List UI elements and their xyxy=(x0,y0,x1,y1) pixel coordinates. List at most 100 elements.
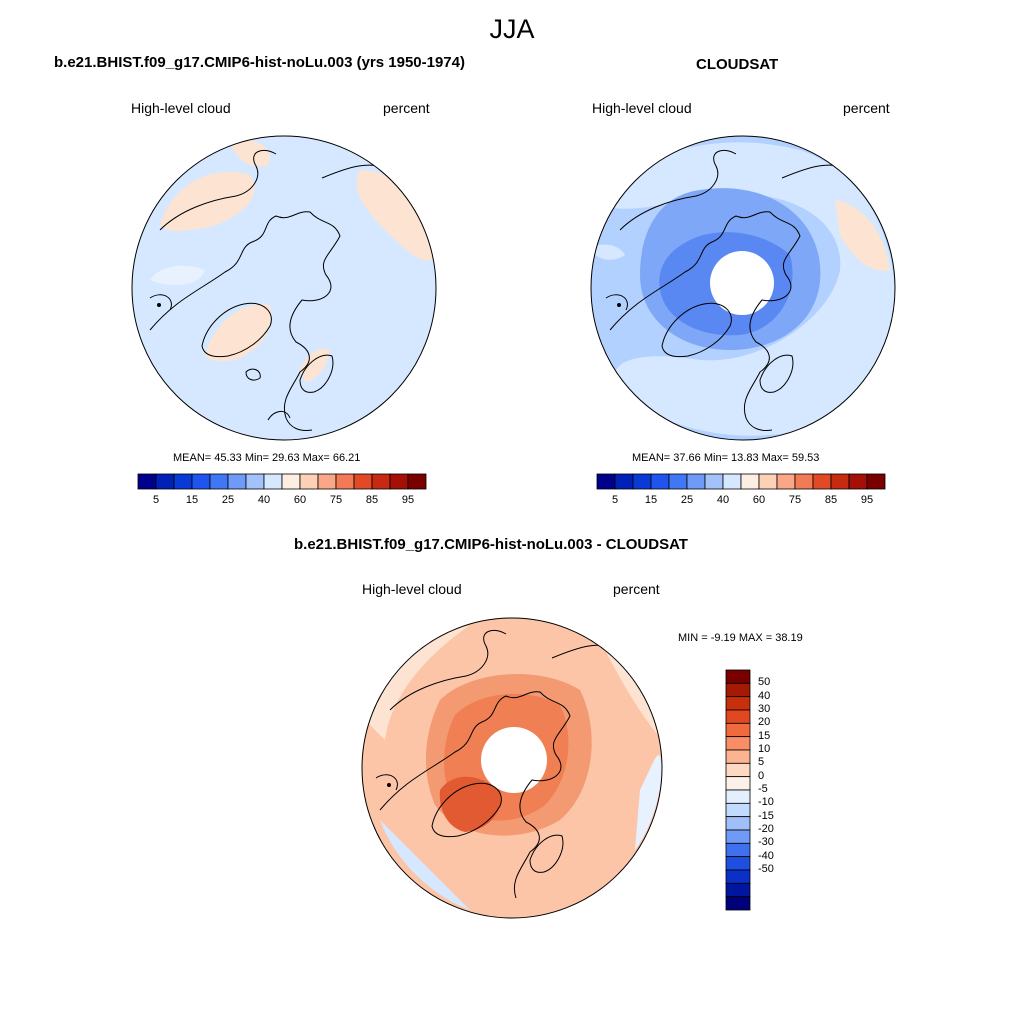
panel-1-colorbar-swatch xyxy=(281,473,301,490)
panel-2-colorbar-swatch xyxy=(650,473,670,490)
panel-3-colorbar-swatch xyxy=(725,709,751,724)
panel-1-stats: MEAN= 45.33 Min= 29.63 Max= 66.21 xyxy=(173,452,361,464)
panel-2-colorbar-swatch xyxy=(704,473,724,490)
panel-1-variable-label: High-level cloud xyxy=(131,100,231,116)
panel-3-colorbar xyxy=(725,669,751,911)
panel-2-colorbar-tick-label: 75 xyxy=(788,494,802,506)
panel-3-colorbar-tick-label: 20 xyxy=(758,716,771,729)
panel-2-colorbar-swatch xyxy=(776,473,796,490)
panel-2-units-label: percent xyxy=(843,100,890,116)
panel-3-colorbar-tick-label: 40 xyxy=(758,689,771,702)
panel-3-colorbar-tick-label: 10 xyxy=(758,743,771,755)
panel-1-colorbar-tick-label: 40 xyxy=(257,494,271,506)
panel-1-colorbar-swatch xyxy=(191,473,211,490)
panel-1-colorbar-tick-label: 25 xyxy=(221,494,235,506)
panel-3-colorbar-swatch xyxy=(725,896,751,911)
panel-1-colorbar-tick-label: 15 xyxy=(185,494,199,506)
panel-3-colorbar-tick-label: 50 xyxy=(758,676,771,689)
panel-2-colorbar-swatch xyxy=(812,473,832,490)
panel-3-colorbar-swatch xyxy=(725,802,751,818)
panel-2-polar-map xyxy=(590,135,896,441)
panel-1-colorbar-tick-label: 5 xyxy=(152,494,160,506)
panel-2-colorbar-tick-label: 60 xyxy=(752,494,766,506)
panel-3-colorbar-tick-label: -15 xyxy=(758,809,774,822)
panel-1-colorbar-swatch xyxy=(137,473,157,490)
panel-3-colorbar-tick-label: 30 xyxy=(758,703,771,715)
panel-1-colorbar-swatch xyxy=(209,473,229,490)
panel-2-colorbar-tick-label: 5 xyxy=(611,494,619,506)
panel-2-colorbar-swatch xyxy=(686,473,706,490)
panel-1-title: b.e21.BHIST.f09_g17.CMIP6-hist-noLu.003 … xyxy=(54,54,465,71)
panel-3-colorbar-tick-label: 15 xyxy=(758,729,771,742)
panel-2-colorbar-swatch xyxy=(848,473,868,490)
panel-1-colorbar-tick-label: 95 xyxy=(401,494,415,506)
panel-3-colorbar-swatch xyxy=(725,829,751,844)
panel-2-colorbar-swatch xyxy=(740,473,760,490)
panel-2-colorbar-tick-label: 85 xyxy=(824,494,838,506)
panel-1-colorbar xyxy=(137,473,427,490)
panel-3-colorbar-swatch xyxy=(725,816,751,831)
panel-3-colorbar-tick-label: 0 xyxy=(758,769,765,782)
panel-1-colorbar-swatch xyxy=(371,473,391,490)
panel-3-colorbar-swatch xyxy=(725,776,751,791)
panel-3-title: b.e21.BHIST.f09_g17.CMIP6-hist-noLu.003 … xyxy=(294,536,688,553)
panel-1-colorbar-swatch xyxy=(299,473,319,490)
panel-1-colorbar-swatch xyxy=(353,473,373,490)
panel-3-colorbar-swatch xyxy=(725,856,751,871)
panel-3-units-label: percent xyxy=(613,581,660,597)
panel-1-colorbar-tick-label: 60 xyxy=(293,494,307,506)
panel-3-colorbar-tick-label: -10 xyxy=(758,796,774,809)
panel-3-colorbar-swatch xyxy=(725,762,751,778)
panel-2-colorbar-swatch xyxy=(758,473,778,490)
panel-1-colorbar-swatch xyxy=(335,473,355,490)
panel-2-colorbar-swatch xyxy=(830,473,850,490)
panel-2-colorbar-tick-label: 25 xyxy=(680,494,694,506)
panel-3-colorbar-swatch xyxy=(725,842,751,858)
panel-3-colorbar-tick-label: -5 xyxy=(758,783,768,795)
panel-1-colorbar-swatch xyxy=(407,473,427,490)
panel-1-colorbar-swatch xyxy=(263,473,283,490)
panel-3-colorbar-swatch xyxy=(725,789,751,804)
panel-2-variable-label: High-level cloud xyxy=(592,100,692,116)
panel-2-colorbar-swatch xyxy=(722,473,742,490)
panel-2-title: CLOUDSAT xyxy=(696,56,779,73)
panel-3-variable-label: High-level cloud xyxy=(362,581,462,597)
panel-3-colorbar-tick-label: -40 xyxy=(758,849,774,862)
panel-1-colorbar-swatch xyxy=(245,473,265,490)
panel-3-colorbar-swatch xyxy=(725,696,751,711)
panel-2-colorbar xyxy=(596,473,886,490)
panel-3-colorbar-swatch xyxy=(725,869,751,884)
page-title: JJA xyxy=(489,14,535,44)
panel-3-colorbar-tick-label: 5 xyxy=(758,756,765,769)
panel-3-colorbar-swatch xyxy=(725,736,751,751)
panel-2-colorbar-swatch xyxy=(614,473,634,490)
panel-1-colorbar-swatch xyxy=(227,473,247,490)
panel-2-colorbar-swatch xyxy=(596,473,616,490)
panel-1-colorbar-tick-label: 85 xyxy=(365,494,379,506)
panel-3-polar-map xyxy=(361,617,663,919)
panel-3-colorbar-swatch xyxy=(725,882,751,898)
panel-2-colorbar-tick-label: 95 xyxy=(860,494,874,506)
panel-3-colorbar-swatch xyxy=(725,669,751,684)
panel-1-colorbar-tick-label: 75 xyxy=(329,494,343,506)
panel-3-colorbar-tick-label: -20 xyxy=(758,823,774,835)
panel-2-stats: MEAN= 37.66 Min= 13.83 Max= 59.53 xyxy=(632,452,820,464)
panel-1-colorbar-swatch xyxy=(389,473,409,490)
panel-1-polar-map xyxy=(131,135,437,441)
panel-2-colorbar-swatch xyxy=(866,473,886,490)
panel-3-minmax: MIN = -9.19 MAX = 38.19 xyxy=(678,632,803,644)
panel-1-units-label: percent xyxy=(383,100,430,116)
panel-2-colorbar-swatch xyxy=(632,473,652,490)
panel-2-colorbar-tick-label: 15 xyxy=(644,494,658,506)
panel-3-colorbar-swatch xyxy=(725,749,751,764)
panel-1-colorbar-swatch xyxy=(155,473,175,490)
panel-1-colorbar-swatch xyxy=(173,473,193,490)
panel-3-colorbar-tick-label: -30 xyxy=(758,836,774,849)
panel-2-colorbar-tick-label: 40 xyxy=(716,494,730,506)
panel-3-colorbar-swatch xyxy=(725,722,751,738)
panel-1-colorbar-swatch xyxy=(317,473,337,490)
panel-2-colorbar-swatch xyxy=(668,473,688,490)
panel-3-colorbar-swatch xyxy=(725,682,751,698)
panel-2-colorbar-swatch xyxy=(794,473,814,490)
